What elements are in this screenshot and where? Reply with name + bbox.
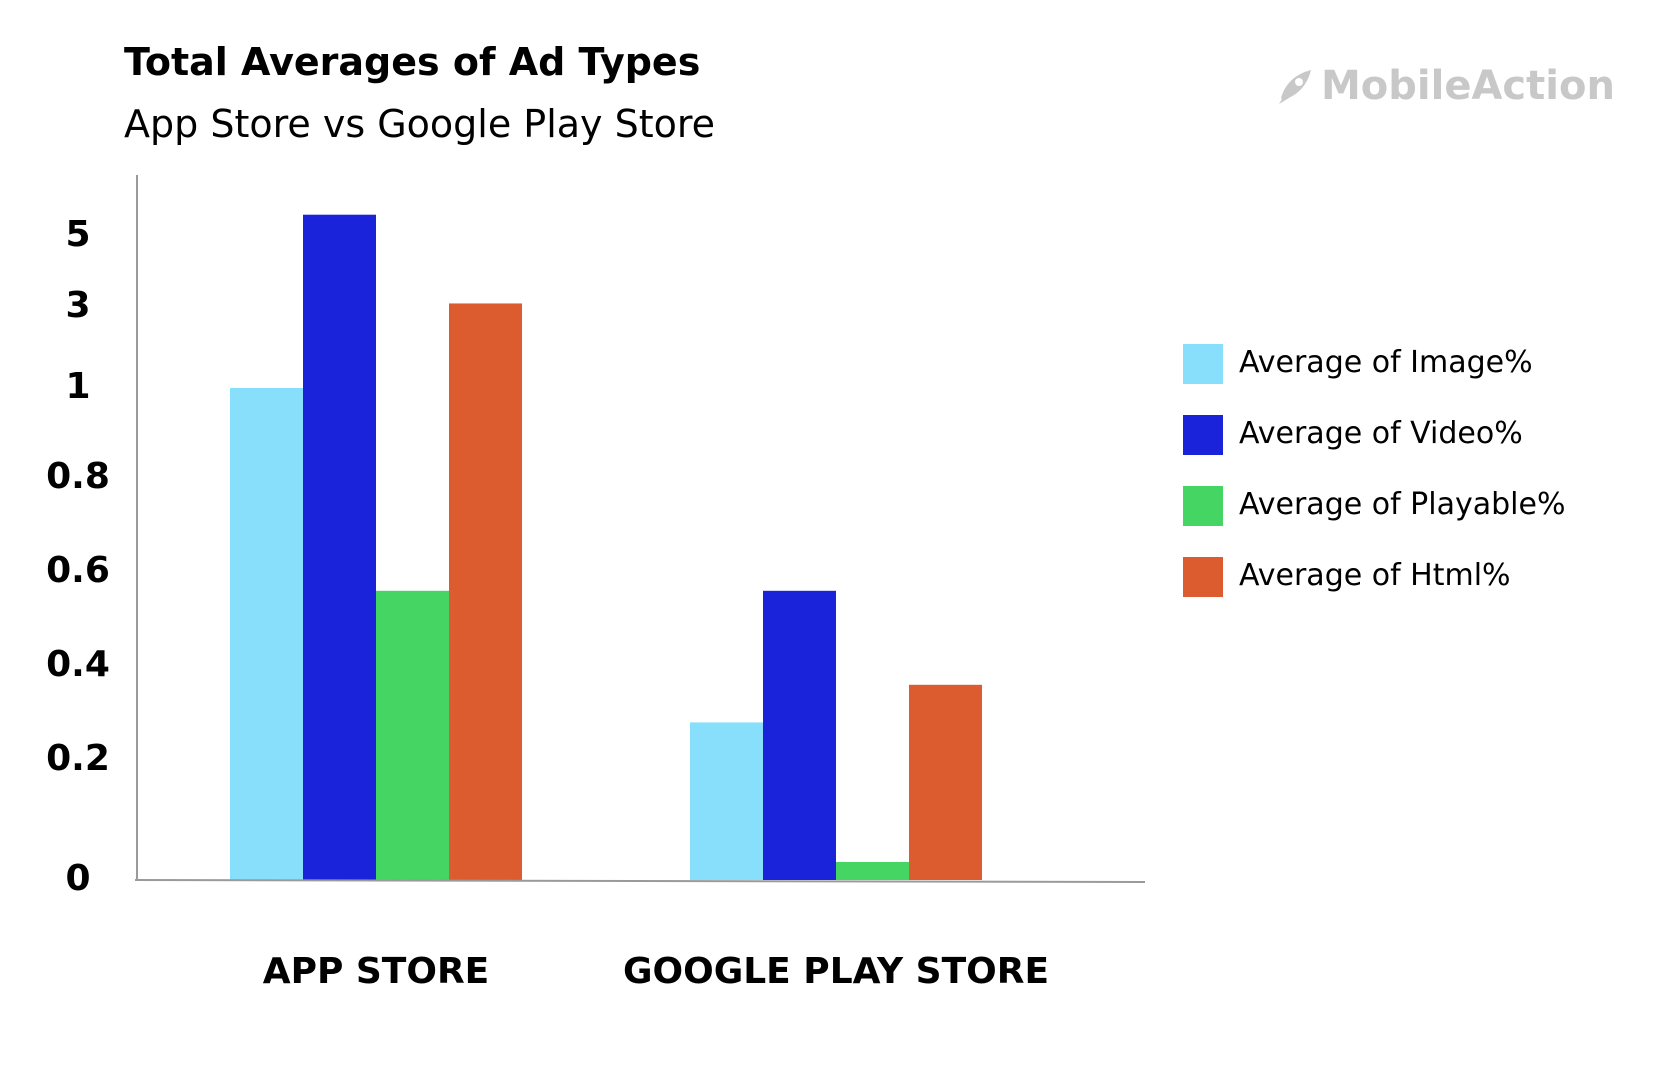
bar-app-store-3: [376, 590, 449, 880]
y-tick-label: 5: [65, 214, 90, 255]
bar-google-play-store-1: [690, 722, 763, 880]
bars: [230, 214, 982, 880]
legend-swatch: [1183, 486, 1223, 526]
bar-app-store-4: [449, 303, 522, 880]
y-tick-label: 0: [65, 858, 90, 899]
chart-title: Total Averages of Ad Types: [124, 40, 701, 84]
logo-text: MobileAction: [1321, 63, 1615, 109]
x-axis-ticks: APP STORE GOOGLE PLAY STORE: [263, 951, 1049, 992]
legend-swatch: [1183, 415, 1223, 455]
rocket-icon: [1279, 70, 1311, 104]
bar-app-store-2: [303, 214, 376, 880]
y-tick-label: 3: [65, 285, 90, 326]
legend-label: Average of Html%: [1239, 558, 1511, 593]
y-tick-label: 0.8: [46, 456, 110, 497]
bar-google-play-store-3: [836, 862, 909, 880]
bar-google-play-store-4: [909, 684, 982, 880]
brand-logo: MobileAction: [1275, 58, 1615, 114]
legend-label: Average of Playable%: [1239, 487, 1566, 522]
chart-subtitle: App Store vs Google Play Store: [124, 102, 716, 146]
y-tick-label: 0.6: [46, 550, 110, 591]
x-axis-line: [134, 879, 1146, 883]
y-tick-label: 1: [65, 366, 90, 407]
y-tick-label: 0.2: [46, 738, 110, 779]
y-tick-label: 0.4: [46, 644, 110, 685]
legend-swatch: [1183, 344, 1223, 384]
legend-label: Average of Image%: [1239, 345, 1533, 380]
legend-label: Average of Video%: [1239, 416, 1523, 451]
legend-swatch: [1183, 557, 1223, 597]
x-tick-label: GOOGLE PLAY STORE: [623, 951, 1049, 992]
y-axis-ticks: 0 0.2 0.4 0.6 0.8 1 3 5: [46, 214, 110, 899]
bar-google-play-store-2: [763, 590, 836, 880]
x-tick-label: APP STORE: [263, 951, 490, 992]
bar-app-store-1: [230, 388, 303, 880]
